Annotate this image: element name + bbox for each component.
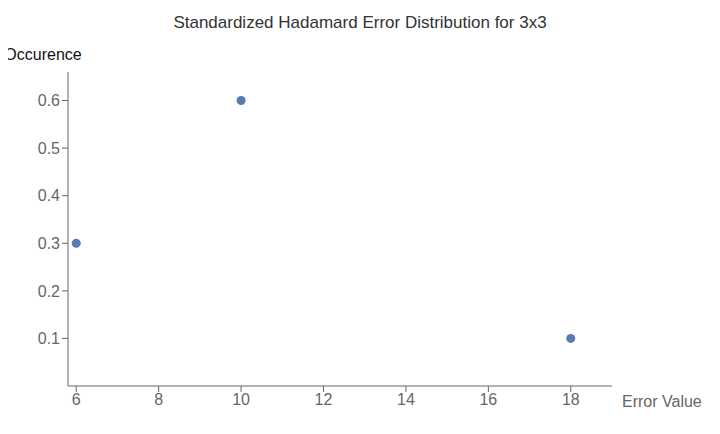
svg-text:0.6: 0.6 xyxy=(38,92,60,109)
svg-text:8: 8 xyxy=(154,391,163,408)
svg-text:Occurence: Occurence xyxy=(8,46,82,63)
svg-text:16: 16 xyxy=(479,391,497,408)
svg-text:0.1: 0.1 xyxy=(38,330,60,347)
html-text:Standardized Hadamard Error Di: Standardized Hadamard Error Distribution… xyxy=(173,13,547,32)
svg-text:14: 14 xyxy=(397,391,415,408)
svg-text:12: 12 xyxy=(315,391,333,408)
svg-text:0.5: 0.5 xyxy=(38,140,60,157)
svg-text:0.2: 0.2 xyxy=(38,283,60,300)
svg-text:18: 18 xyxy=(562,391,580,408)
svg-text:Error Value: Error Value xyxy=(622,393,702,410)
svg-text:0.3: 0.3 xyxy=(38,235,60,252)
svg-text:10: 10 xyxy=(232,391,250,408)
svg-text:6: 6 xyxy=(72,391,81,408)
svg-text:0.4: 0.4 xyxy=(38,187,60,204)
